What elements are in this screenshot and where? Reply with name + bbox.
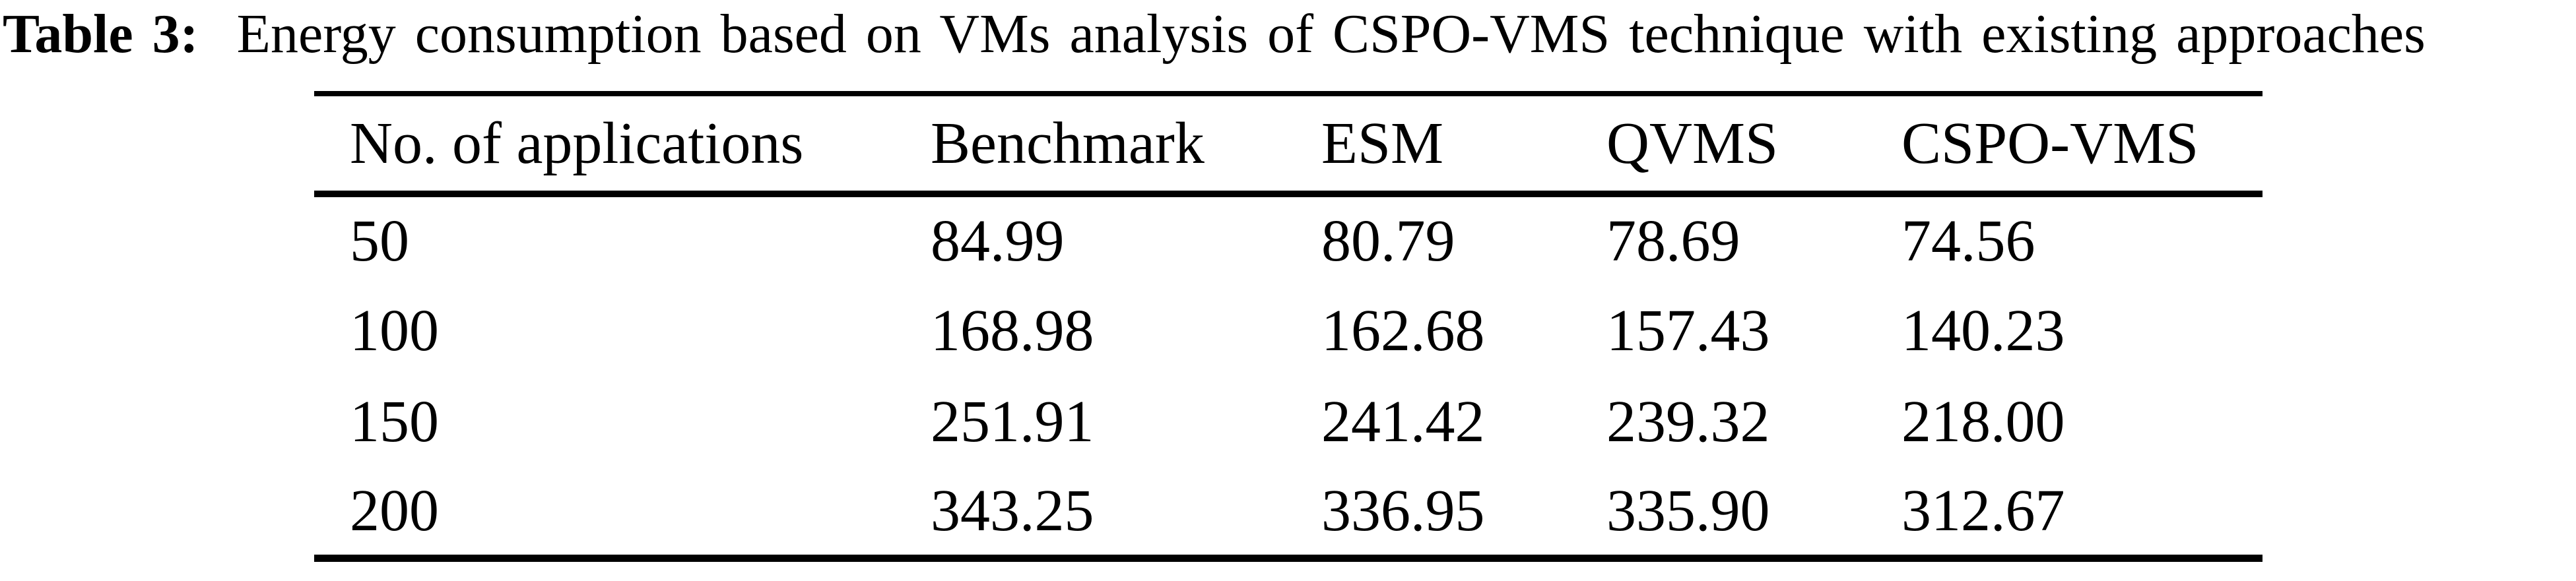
table-cell: 150: [350, 388, 439, 454]
table-cell: 100: [350, 297, 439, 363]
table-cell: 80.79: [1321, 208, 1455, 274]
table-caption-text: Energy consumption based on VMs analysis…: [236, 3, 2426, 65]
table-cell: 336.95: [1321, 467, 1606, 562]
table-row: 200 343.25 336.95 335.90 312.67: [314, 467, 2262, 562]
table-row: 50 84.99 80.79 78.69 74.56: [314, 194, 2262, 285]
table-cell: 218.00: [1901, 388, 2065, 454]
table-cell: 162.68: [1321, 297, 1485, 363]
table-cell: 239.32: [1606, 388, 1770, 454]
table-body: 50 84.99 80.79 78.69 74.56 100 168.98 16…: [314, 194, 2262, 562]
header-cell-esm: ESM: [1321, 91, 1606, 197]
header-cell-cspo-vms: CSPO-VMS: [1901, 91, 2262, 197]
table-row: 150 251.91 241.42 239.32 218.00: [314, 376, 2262, 467]
table-cell: 50: [350, 208, 409, 274]
table-cell: 241.42: [1321, 388, 1485, 454]
table-row: 100 168.98 162.68 157.43 140.23: [314, 285, 2262, 376]
table-cell: 140.23: [1901, 297, 2065, 363]
table-caption-label: Table 3:: [3, 3, 199, 65]
table-cell: 84.99: [931, 208, 1065, 274]
table-cell: 157.43: [1606, 297, 1770, 363]
table-header: No. of applications Benchmark ESM QVMS C…: [314, 91, 2262, 197]
table-cell: 251.91: [931, 388, 1094, 454]
table-cell: 335.90: [1606, 467, 1901, 562]
table-cell: 200: [314, 467, 931, 562]
table-cell: 74.56: [1901, 208, 2035, 274]
table-cell: 168.98: [931, 297, 1094, 363]
header-cell-no-of-applications: No. of applications: [314, 91, 931, 197]
table-header-row: No. of applications Benchmark ESM QVMS C…: [314, 91, 2262, 197]
table-cell: 78.69: [1606, 208, 1740, 274]
header-cell-benchmark: Benchmark: [931, 91, 1321, 197]
header-cell-qvms: QVMS: [1606, 91, 1901, 197]
table-caption: Table 3: Energy consumption based on VMs …: [3, 1, 2426, 67]
energy-consumption-table: No. of applications Benchmark ESM QVMS C…: [314, 91, 2262, 562]
table-cell: 343.25: [931, 467, 1321, 562]
table-cell: 312.67: [1901, 467, 2262, 562]
